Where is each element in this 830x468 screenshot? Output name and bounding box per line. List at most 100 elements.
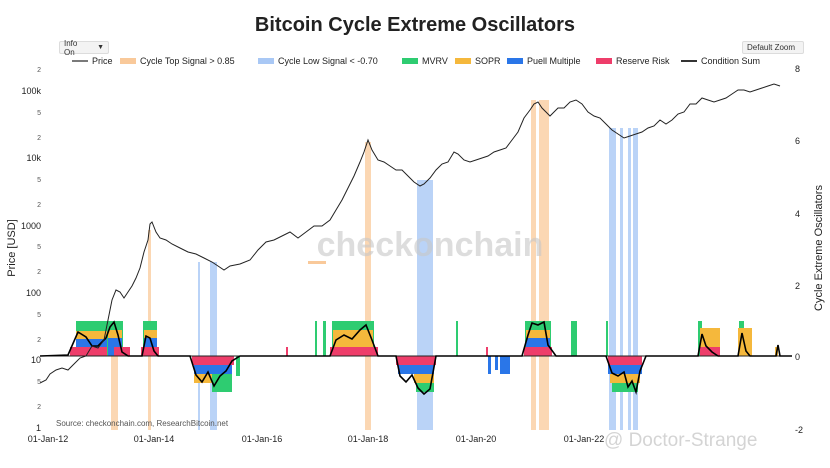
y-left-tick: 5 — [37, 177, 41, 184]
reserve-risk-bar — [700, 347, 720, 356]
reserve-risk-bar — [70, 347, 114, 356]
mvrv-bar — [323, 321, 326, 356]
mvrv-bar — [416, 383, 434, 392]
condition-sum-line — [39, 320, 792, 396]
cycle-low-band — [198, 262, 200, 430]
y-left-tick: 5 — [37, 110, 41, 117]
y-left-tick: 2 — [37, 337, 41, 344]
cycle-low-band — [210, 262, 217, 430]
source-note: Source: checkonchain.com, ResearchBitcoi… — [56, 419, 229, 428]
y-left-axis-title: Price [USD] — [6, 219, 18, 276]
y-left-tick: 100k — [21, 86, 41, 96]
puell-bar — [608, 365, 642, 374]
y-left-tick: 2 — [37, 404, 41, 411]
x-axis: 01-Jan-12 01-Jan-14 01-Jan-16 01-Jan-18 … — [28, 434, 605, 444]
y-left-tick: 5 — [37, 244, 41, 251]
zoom-label: Default Zoom — [747, 43, 796, 52]
legend-puell: Puell Multiple — [527, 56, 581, 66]
mvrv-bar — [236, 356, 240, 376]
mvrv-bar — [456, 321, 458, 356]
right-axis: 8 6 4 2 0 -2 Cycle Extreme Oscillators — [795, 64, 825, 435]
y-left-tick: 2 — [37, 202, 41, 209]
y-left-tick: 1 — [36, 423, 41, 433]
cycle-low-band — [633, 128, 638, 430]
y-left-tick: 2 — [37, 67, 41, 74]
mvrv-bar — [606, 321, 608, 356]
info-toggle-dropdown[interactable]: Info On ▼ — [59, 38, 109, 57]
reserve-risk-bar — [486, 347, 488, 356]
puell-bar — [194, 365, 232, 374]
reserve-risk-bar — [192, 356, 234, 365]
reserve-risk-bar — [141, 347, 159, 356]
cycle-low-band — [609, 128, 616, 430]
info-toggle-label: Info On — [64, 38, 78, 57]
reserve-risk-bar — [608, 356, 642, 365]
y-right-tick: 8 — [795, 64, 800, 74]
y-left-tick: 100 — [26, 288, 41, 298]
chart-title: Bitcoin Cycle Extreme Oscillators — [254, 14, 576, 36]
puell-bar — [488, 356, 491, 374]
author-credit: @ Doctor-Strange — [604, 430, 757, 451]
legend-sopr-swatch — [455, 58, 471, 64]
reserve-risk-bar — [286, 347, 288, 356]
cycle-low-band — [620, 128, 623, 430]
puell-bar — [398, 365, 434, 374]
cycle-top-band — [531, 100, 536, 430]
legend-low-swatch — [258, 58, 274, 64]
y-left-tick: 10k — [26, 153, 41, 163]
y-right-tick: 2 — [795, 281, 800, 291]
x-tick: 01-Jan-22 — [564, 434, 605, 444]
cycle-top-band — [111, 350, 118, 430]
legend-condition-sum: Condition Sum — [701, 56, 760, 66]
legend-mvrv-swatch — [402, 58, 418, 64]
legend-top-swatch — [120, 58, 136, 64]
x-tick: 01-Jan-12 — [28, 434, 69, 444]
watermark: checkonchain — [317, 226, 544, 264]
zoom-select[interactable]: Default Zoom — [742, 41, 804, 54]
y-left-tick: 1000 — [21, 221, 41, 231]
cycle-top-band — [365, 142, 371, 430]
x-tick: 01-Jan-14 — [134, 434, 175, 444]
signal-bands — [111, 100, 638, 430]
y-right-tick: 0 — [795, 352, 800, 362]
sopr-bar — [414, 374, 434, 383]
reserve-risk-bar — [330, 347, 378, 356]
y-right-tick: -2 — [795, 425, 803, 435]
price-line — [39, 83, 781, 384]
x-tick: 01-Jan-16 — [242, 434, 283, 444]
mvrv-bar — [212, 374, 232, 392]
mvrv-bar — [315, 321, 317, 356]
watermark-accent — [308, 261, 326, 264]
legend-puell-swatch — [507, 58, 523, 64]
legend-reserve-swatch — [596, 58, 612, 64]
legend: Price Cycle Top Signal > 0.85 Cycle Low … — [72, 56, 760, 66]
mvrv-bar — [571, 321, 577, 356]
cycle-low-band — [628, 128, 631, 430]
legend-top-signal: Cycle Top Signal > 0.85 — [140, 56, 235, 66]
reserve-risk-bar — [396, 356, 436, 365]
mvrv-bar — [612, 383, 638, 392]
sopr-bar — [194, 374, 224, 383]
y-left-tick: 10 — [31, 355, 41, 365]
y-left-tick: 2 — [37, 135, 41, 142]
puell-bar — [500, 356, 510, 374]
chevron-down-icon: ▼ — [97, 44, 104, 51]
x-tick: 01-Jan-20 — [456, 434, 497, 444]
y-right-axis-title: Cycle Extreme Oscillators — [813, 185, 825, 311]
legend-sopr: SOPR — [475, 56, 501, 66]
legend-price: Price — [92, 56, 113, 66]
left-axis: 2 100k 5 2 10k 5 2 1000 5 2 100 5 2 10 5… — [6, 67, 41, 433]
y-right-tick: 6 — [795, 136, 800, 146]
y-left-tick: 2 — [37, 269, 41, 276]
y-left-tick: 5 — [37, 379, 41, 386]
legend-low-signal: Cycle Low Signal < -0.70 — [278, 56, 378, 66]
cycle-top-band — [539, 100, 549, 430]
puell-bar — [495, 356, 498, 370]
x-tick: 01-Jan-18 — [348, 434, 389, 444]
legend-mvrv: MVRV — [422, 56, 448, 66]
legend-reserve-risk: Reserve Risk — [616, 56, 670, 66]
y-left-tick: 5 — [37, 312, 41, 319]
y-right-tick: 4 — [795, 209, 800, 219]
reserve-risk-bar — [524, 347, 552, 356]
